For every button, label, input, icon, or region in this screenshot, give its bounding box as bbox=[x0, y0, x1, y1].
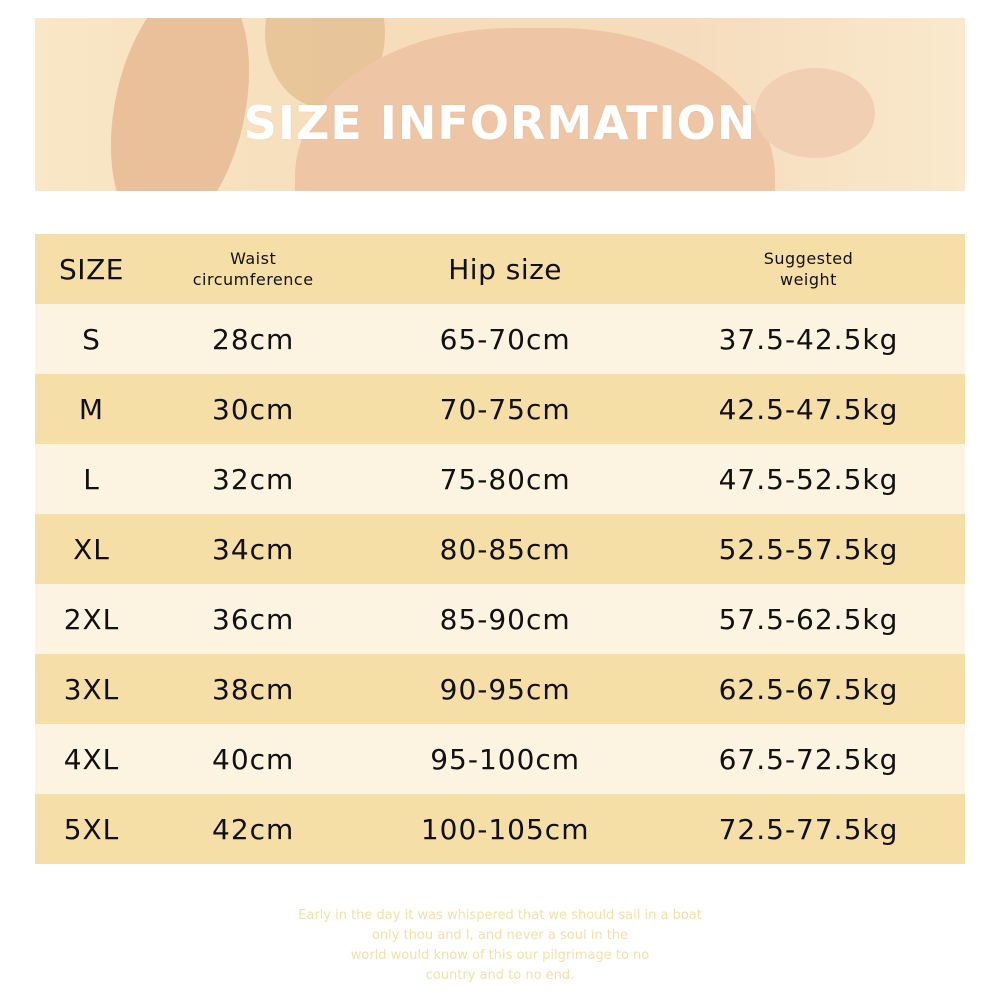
cell-weight: 47.5-52.5kg bbox=[651, 444, 965, 514]
header-waist-line2: circumference bbox=[192, 270, 314, 289]
table-row: 4XL 40cm 95-100cm 67.5-72.5kg bbox=[35, 724, 965, 794]
footer-line: country and to no end. bbox=[425, 968, 575, 983]
cell-size: 3XL bbox=[35, 654, 148, 724]
footer-line: world would know of this our pilgrimage … bbox=[350, 948, 650, 963]
cell-weight: 52.5-57.5kg bbox=[651, 514, 965, 584]
footer-line: Early in the day it was whispered that w… bbox=[298, 908, 702, 923]
cell-waist: 34cm bbox=[147, 514, 359, 584]
header-weight-line1: Suggested bbox=[763, 249, 854, 268]
header-waist: Waist circumference bbox=[147, 234, 359, 304]
table-row: S 28cm 65-70cm 37.5-42.5kg bbox=[35, 304, 965, 374]
cell-size: 4XL bbox=[35, 724, 148, 794]
table-row: 3XL 38cm 90-95cm 62.5-67.5kg bbox=[35, 654, 965, 724]
cell-size: 5XL bbox=[35, 794, 148, 864]
cell-hip: 65-70cm bbox=[358, 304, 652, 374]
cell-size: M bbox=[35, 374, 148, 444]
cell-weight: 67.5-72.5kg bbox=[651, 724, 965, 794]
table-row: 2XL 36cm 85-90cm 57.5-62.5kg bbox=[35, 584, 965, 654]
header-size: SIZE bbox=[35, 234, 148, 304]
cell-hip: 95-100cm bbox=[358, 724, 652, 794]
cell-weight: 72.5-77.5kg bbox=[651, 794, 965, 864]
table-row: 5XL 42cm 100-105cm 72.5-77.5kg bbox=[35, 794, 965, 864]
cell-weight: 42.5-47.5kg bbox=[651, 374, 965, 444]
cell-hip: 90-95cm bbox=[358, 654, 652, 724]
cell-hip: 100-105cm bbox=[358, 794, 652, 864]
cell-waist: 40cm bbox=[147, 724, 359, 794]
table-row: M 30cm 70-75cm 42.5-47.5kg bbox=[35, 374, 965, 444]
table-row: XL 34cm 80-85cm 52.5-57.5kg bbox=[35, 514, 965, 584]
table-header-row: SIZE Waist circumference Hip size Suggest… bbox=[35, 234, 965, 304]
size-table: SIZE Waist circumference Hip size Suggest… bbox=[35, 234, 965, 864]
figure-hand bbox=[755, 68, 875, 158]
cell-hip: 80-85cm bbox=[358, 514, 652, 584]
banner-image: SIZE INFORMATION bbox=[35, 18, 965, 191]
cell-size: S bbox=[35, 304, 148, 374]
cell-size: XL bbox=[35, 514, 148, 584]
cell-waist: 36cm bbox=[147, 584, 359, 654]
cell-waist: 32cm bbox=[147, 444, 359, 514]
footer-line: only thou and I, and never a soul in the bbox=[371, 928, 629, 943]
cell-weight: 37.5-42.5kg bbox=[651, 304, 965, 374]
header-waist-line1: Waist bbox=[230, 249, 277, 268]
cell-hip: 70-75cm bbox=[358, 374, 652, 444]
cell-waist: 38cm bbox=[147, 654, 359, 724]
cell-waist: 30cm bbox=[147, 374, 359, 444]
header-hip: Hip size bbox=[358, 234, 652, 304]
footer-text: Early in the day it was whispered that w… bbox=[250, 906, 750, 986]
cell-waist: 42cm bbox=[147, 794, 359, 864]
cell-size: 2XL bbox=[35, 584, 148, 654]
cell-waist: 28cm bbox=[147, 304, 359, 374]
cell-size: L bbox=[35, 444, 148, 514]
header-weight-line2: weight bbox=[780, 270, 837, 289]
table-row: L 32cm 75-80cm 47.5-52.5kg bbox=[35, 444, 965, 514]
cell-weight: 57.5-62.5kg bbox=[651, 584, 965, 654]
cell-hip: 75-80cm bbox=[358, 444, 652, 514]
cell-hip: 85-90cm bbox=[358, 584, 652, 654]
banner-title: SIZE INFORMATION bbox=[243, 96, 757, 150]
cell-weight: 62.5-67.5kg bbox=[651, 654, 965, 724]
header-weight: Suggested weight bbox=[651, 234, 965, 304]
